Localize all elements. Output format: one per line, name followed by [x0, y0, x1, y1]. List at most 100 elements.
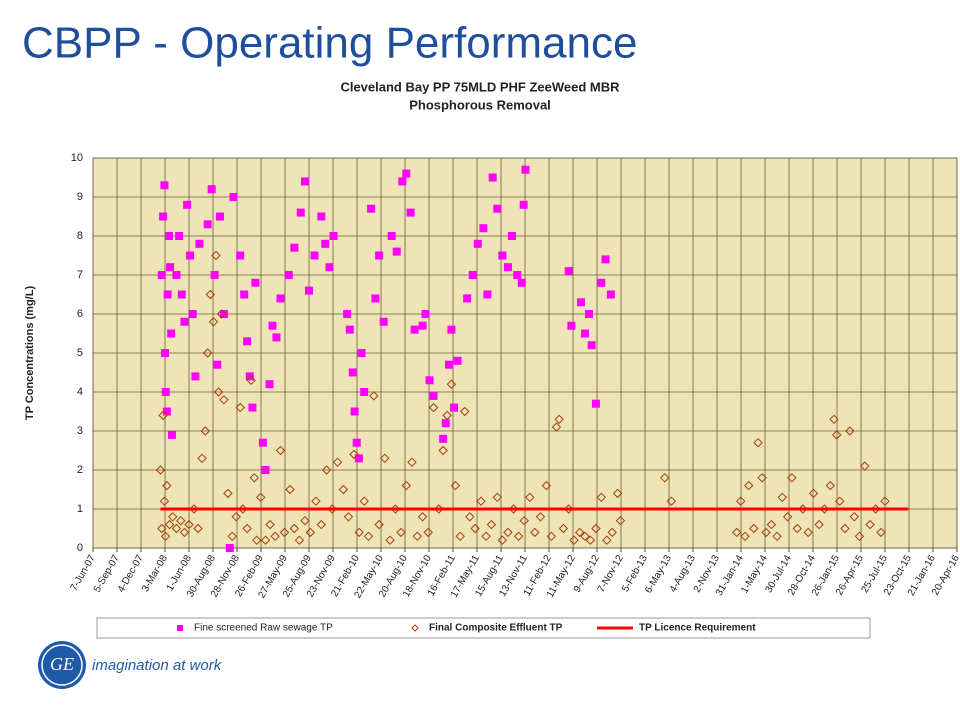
effluent-point [814, 519, 824, 530]
raw-point [162, 407, 171, 416]
raw-point [348, 368, 357, 377]
y-tick-label: 1 [77, 503, 83, 515]
logo [38, 641, 86, 689]
effluent-point [158, 410, 168, 421]
effluent-point [777, 492, 788, 503]
raw-point [175, 232, 184, 240]
effluent-point [205, 289, 216, 300]
effluent-point [840, 523, 850, 534]
effluent-point [736, 496, 746, 506]
raw-point [261, 466, 270, 474]
effluent-point [246, 375, 256, 386]
effluent-point [184, 519, 194, 530]
raw-point [296, 208, 305, 217]
raw-point [421, 310, 430, 318]
effluent-point [486, 519, 497, 530]
effluent-point [179, 527, 190, 538]
raw-point [479, 224, 488, 233]
raw-point [229, 193, 238, 201]
effluent-point [428, 402, 439, 413]
effluent-point [311, 496, 321, 506]
raw-point [425, 376, 434, 385]
raw-point [468, 271, 477, 279]
effluent-point [460, 406, 470, 417]
y-tick-label: 4 [77, 386, 83, 398]
effluent-point [465, 512, 475, 522]
effluent-point [546, 531, 557, 542]
effluent-point [551, 422, 562, 432]
effluent-point [275, 445, 286, 456]
y-tick-label: 7 [77, 269, 83, 281]
effluent-point [343, 512, 354, 522]
effluent-point [834, 496, 845, 506]
effluent-point [242, 523, 252, 534]
effluent-point [349, 449, 359, 460]
effluent-point [876, 527, 886, 538]
raw-point [203, 220, 212, 229]
effluent-point [155, 465, 166, 475]
raw-point [587, 341, 596, 350]
effluent-point [160, 531, 171, 542]
raw-point [183, 200, 192, 209]
effluent-point [513, 531, 524, 542]
raw-point [343, 310, 352, 318]
raw-point [367, 204, 376, 213]
chart-subtitle: Phosphorous Removal [409, 97, 551, 112]
raw-point [375, 251, 384, 260]
effluent-point [231, 512, 241, 522]
effluent-point [213, 387, 224, 397]
effluent-point [832, 430, 842, 440]
effluent-point [854, 531, 865, 542]
effluent-point [753, 437, 763, 448]
effluent-point [202, 348, 213, 358]
raw-point [488, 173, 497, 182]
effluent-point [316, 519, 326, 530]
effluent-point [300, 515, 310, 526]
y-axis-label: TP Concentrations (mg/L) [24, 286, 36, 421]
effluent-point [880, 496, 890, 506]
effluent-point [235, 402, 245, 413]
legend-items: Fine screened Raw sewage TP Final Composi… [177, 623, 756, 634]
raw-point [160, 181, 169, 190]
effluent-point [219, 395, 229, 405]
effluent-point [407, 457, 417, 467]
y-tick-label: 9 [77, 191, 83, 203]
raw-point [305, 286, 313, 295]
raw-point [272, 333, 281, 342]
raw-point [236, 251, 245, 260]
effluent-point [585, 535, 596, 545]
raw-point [564, 267, 573, 276]
raw-point [350, 407, 359, 416]
raw-point [577, 298, 585, 307]
effluent-point [569, 535, 579, 545]
effluent-point [446, 379, 457, 389]
effluent-point [792, 523, 802, 534]
effluent-point [412, 531, 422, 542]
raw-point [186, 251, 195, 260]
effluent-point [732, 527, 742, 538]
raw-point [519, 200, 528, 209]
raw-point [276, 294, 285, 303]
effluent-point [294, 535, 305, 545]
effluent-point [396, 527, 406, 538]
raw-point [310, 251, 319, 260]
effluent-point [574, 527, 585, 538]
effluent-point [197, 453, 207, 464]
effluent-point [470, 523, 480, 534]
raw-point [207, 185, 216, 194]
effluent-point [481, 531, 491, 542]
raw-point [290, 243, 299, 252]
raw-point [161, 349, 169, 357]
effluent-point [211, 250, 221, 261]
effluent-point [825, 480, 836, 491]
effluent-point [803, 527, 813, 538]
raw-point [163, 290, 172, 299]
effluent-point [607, 527, 617, 538]
effluent-point [227, 531, 237, 542]
effluent-point [401, 480, 412, 491]
effluent-point [417, 512, 428, 522]
raw-point [215, 212, 224, 221]
effluent-point [749, 523, 759, 534]
effluent-point [602, 535, 612, 545]
raw-point [167, 430, 176, 439]
